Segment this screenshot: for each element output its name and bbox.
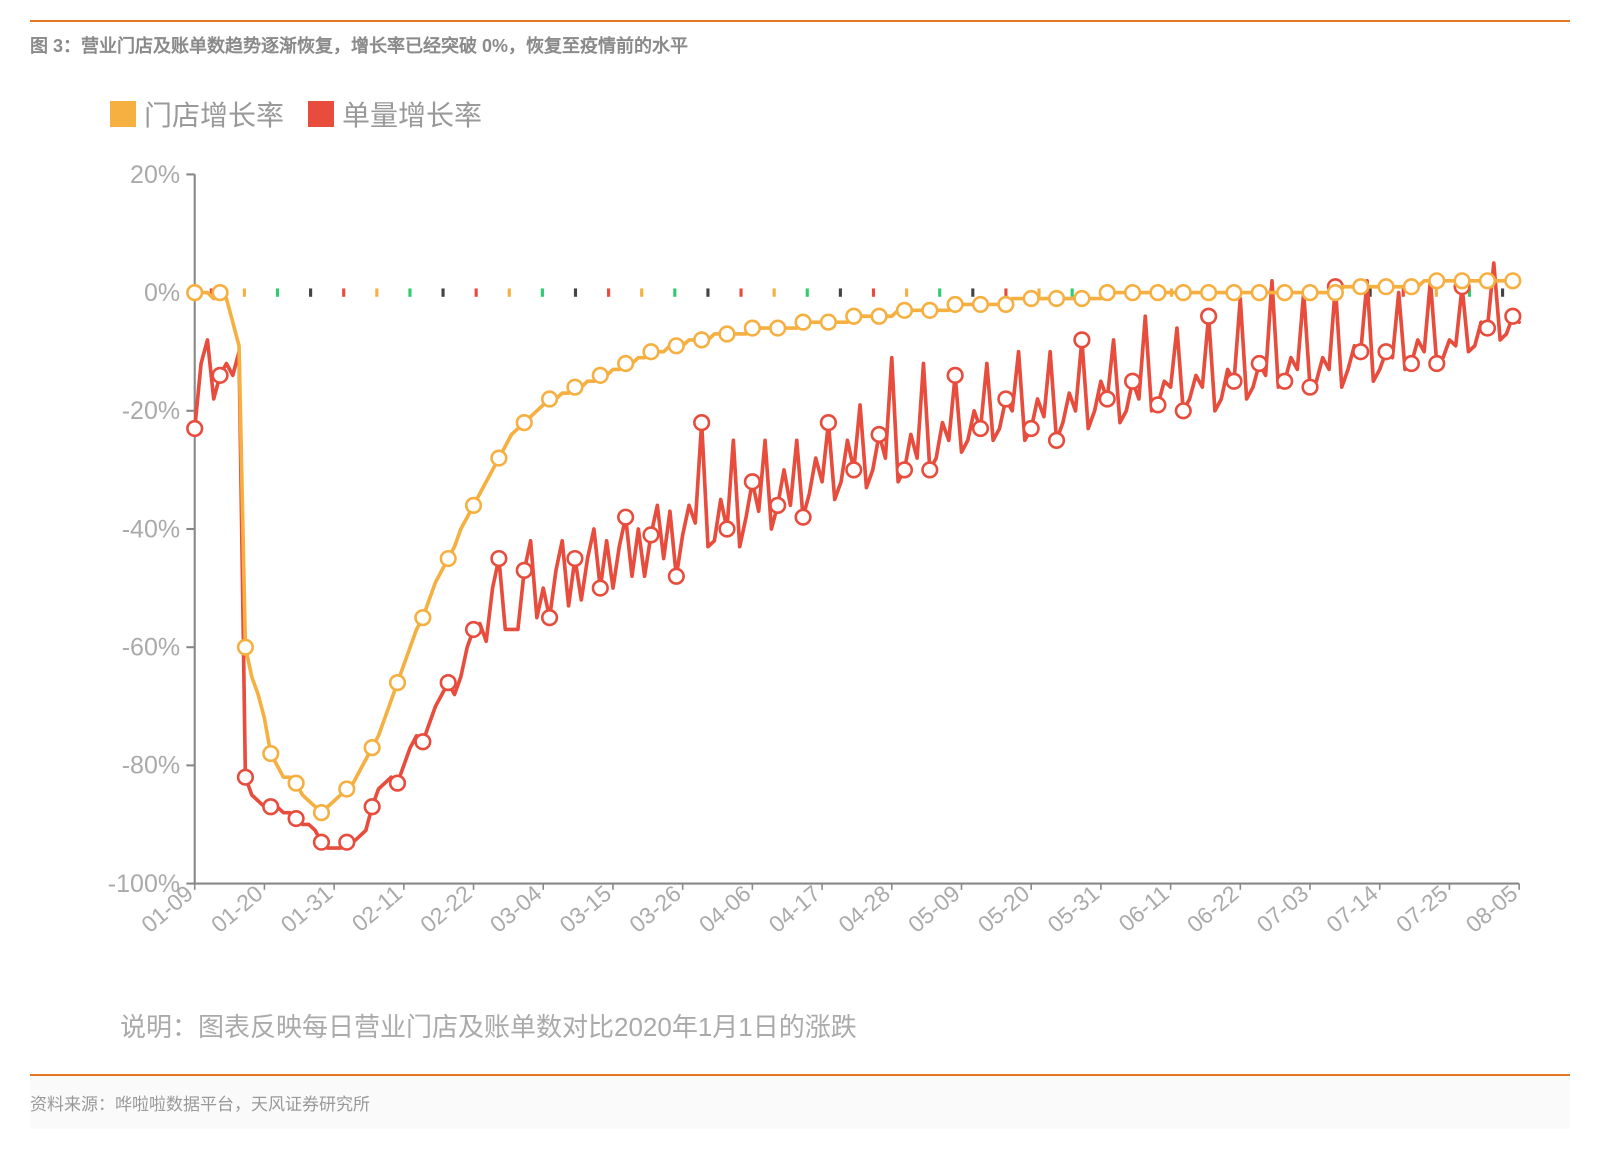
legend-item-2: 单量增长率 <box>308 94 482 134</box>
legend-label-1: 门店增长率 <box>144 94 284 134</box>
svg-text:01-20: 01-20 <box>206 880 268 938</box>
svg-text:04-17: 04-17 <box>764 880 826 938</box>
svg-text:05-20: 05-20 <box>973 880 1035 938</box>
legend: 门店增长率 单量增长率 <box>110 94 1540 134</box>
svg-text:03-04: 03-04 <box>485 880 547 938</box>
chart-caption: 说明：图表反映每日营业门店及账单数对比2020年1月1日的涨跌 <box>120 1007 1540 1044</box>
legend-label-2: 单量增长率 <box>342 94 482 134</box>
svg-text:02-22: 02-22 <box>415 880 477 938</box>
svg-text:07-03: 07-03 <box>1252 880 1314 938</box>
svg-text:07-25: 07-25 <box>1391 880 1453 938</box>
svg-text:07-14: 07-14 <box>1321 880 1383 938</box>
svg-text:0%: 0% <box>144 279 180 307</box>
legend-swatch-2 <box>308 101 334 127</box>
svg-text:-80%: -80% <box>122 752 180 780</box>
legend-swatch-1 <box>110 101 136 127</box>
svg-text:05-31: 05-31 <box>1042 880 1104 938</box>
svg-text:04-28: 04-28 <box>833 880 895 938</box>
svg-text:03-26: 03-26 <box>624 880 686 938</box>
svg-text:06-22: 06-22 <box>1182 880 1244 938</box>
svg-text:20%: 20% <box>130 164 180 189</box>
svg-text:-40%: -40% <box>122 515 180 543</box>
chart-container: 门店增长率 单量增长率 20%0%-20%-40%-60%-80%-100%01… <box>30 64 1570 1074</box>
svg-text:05-09: 05-09 <box>903 880 965 938</box>
svg-text:03-15: 03-15 <box>555 880 617 938</box>
header-bar: 图 3：营业门店及账单数趋势逐渐恢复，增长率已经突破 0%，恢复至疫情前的水平 <box>30 20 1570 64</box>
svg-text:08-05: 08-05 <box>1461 880 1523 938</box>
svg-text:01-31: 01-31 <box>276 880 338 938</box>
svg-text:02-11: 02-11 <box>347 880 407 937</box>
line-chart: 20%0%-20%-40%-60%-80%-100%01-0901-2001-3… <box>80 164 1540 977</box>
figure-title: 图 3：营业门店及账单数趋势逐渐恢复，增长率已经突破 0%，恢复至疫情前的水平 <box>30 32 1570 58</box>
svg-text:-20%: -20% <box>122 397 180 425</box>
svg-text:04-06: 04-06 <box>694 880 756 938</box>
svg-text:06-11: 06-11 <box>1113 880 1173 937</box>
source-text: 资料来源：哗啦啦数据平台，天风证券研究所 <box>30 1086 1570 1119</box>
footer-bar: 资料来源：哗啦啦数据平台，天风证券研究所 <box>30 1074 1570 1129</box>
svg-text:-60%: -60% <box>122 634 180 662</box>
legend-item-1: 门店增长率 <box>110 94 284 134</box>
